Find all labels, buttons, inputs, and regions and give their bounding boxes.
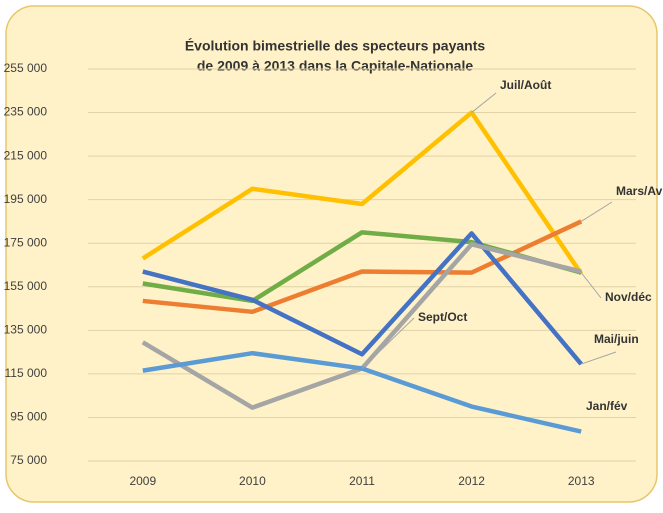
series-label: Sept/Oct — [418, 310, 467, 324]
y-tick-label: 255 000 — [4, 61, 48, 75]
y-tick-label: 215 000 — [4, 148, 48, 162]
chart-title: de 2009 à 2013 dans la Capitale-National… — [197, 58, 473, 74]
leader-line — [361, 317, 415, 369]
x-tick-label: 2010 — [239, 474, 266, 488]
series-line — [142, 231, 583, 366]
series-label: Juil/Août — [500, 78, 551, 92]
y-tick-label: 235 000 — [4, 105, 48, 119]
y-tick-label: 175 000 — [4, 235, 48, 249]
leader-line — [581, 351, 617, 365]
y-tick-label: 115 000 — [5, 366, 48, 380]
y-tick-label: 135 000 — [4, 323, 48, 337]
chart-title: Évolution bimestrielle des specteurs pay… — [185, 38, 486, 54]
series-label: Nov/déc — [605, 290, 652, 304]
y-tick-label: 155 000 — [4, 279, 48, 293]
y-tick-label: 195 000 — [4, 192, 48, 206]
x-tick-label: 2012 — [458, 474, 485, 488]
series-line — [141, 110, 584, 275]
y-tick-label: 75 000 — [10, 453, 47, 467]
series-label: Mars/Avr — [616, 184, 663, 198]
leader-line — [580, 201, 613, 222]
leader-line — [471, 92, 497, 113]
x-tick-label: 2009 — [129, 474, 156, 488]
leader-line — [580, 272, 602, 299]
series-label: Jan/fév — [586, 399, 628, 413]
x-tick-label: 2011 — [349, 474, 375, 488]
x-tick-label: 2013 — [568, 474, 595, 488]
y-tick-label: 95 000 — [10, 410, 47, 424]
series-label: Mai/juin — [594, 332, 639, 346]
